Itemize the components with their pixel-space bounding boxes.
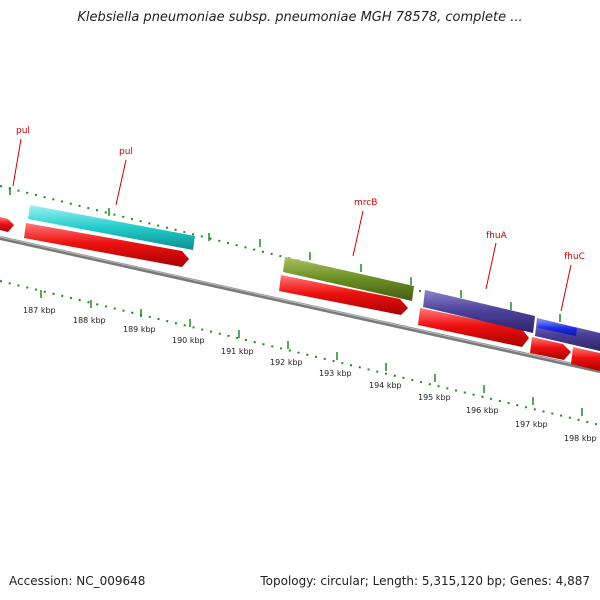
svg-text:fhuA: fhuA	[486, 231, 508, 241]
map-title: Klebsiella pneumoniae subsp. pneumoniae …	[77, 10, 523, 25]
gene-feature-red-4[interactable]	[418, 308, 529, 347]
gene-feature-cyan[interactable]	[28, 205, 195, 250]
backbone-highlight	[0, 236, 600, 371]
gene-label-pul-2[interactable]: pul	[115, 147, 133, 206]
genome-summary-text: Topology: circular; Length: 5,315,120 bp…	[260, 574, 590, 588]
svg-text:mrcB: mrcB	[354, 198, 377, 208]
axis-label-190: 190 kbp	[172, 336, 205, 345]
axis-label-189: 189 kbp	[123, 325, 156, 334]
axis-labels: 187 kbp 188 kbp 189 kbp 190 kbp 191 kbp …	[23, 306, 597, 443]
svg-text:pul: pul	[119, 147, 133, 157]
svg-text:fhuC: fhuC	[564, 252, 585, 262]
upper-major-ticks	[9, 187, 561, 322]
genome-backbone	[0, 236, 600, 373]
axis-label-195: 195 kbp	[418, 393, 451, 402]
axis-label-194: 194 kbp	[369, 381, 402, 390]
gene-label-mrcB[interactable]: mrcB	[352, 198, 377, 257]
gene-label-fhuC[interactable]: fhuC	[560, 252, 585, 312]
axis-label-193: 193 kbp	[319, 369, 352, 378]
accession-text: Accession: NC_009648	[9, 574, 146, 588]
gene-label-fhuA[interactable]: fhuA	[485, 231, 508, 290]
axis-label-188: 188 kbp	[73, 316, 106, 325]
gene-label-pul-1[interactable]: pul	[12, 126, 30, 187]
axis-label-197: 197 kbp	[515, 420, 548, 429]
gene-feature-red-3[interactable]	[279, 275, 408, 315]
svg-text:pul: pul	[16, 126, 30, 136]
axis-label-198: 198 kbp	[564, 434, 597, 443]
axis-label-196: 196 kbp	[466, 406, 499, 415]
gene-feature-olive[interactable]	[283, 257, 414, 301]
gene-feature-red-2[interactable]	[24, 223, 189, 267]
gene-feature-red-1[interactable]	[0, 217, 14, 232]
gene-feature-red-6[interactable]	[571, 347, 600, 371]
axis-label-192: 192 kbp	[270, 358, 303, 367]
lower-tick-track	[0, 280, 600, 426]
lower-major-ticks	[40, 290, 583, 416]
axis-label-187: 187 kbp	[23, 306, 56, 315]
gene-feature-slate-1[interactable]	[423, 290, 535, 333]
gene-feature-blue[interactable]	[538, 320, 577, 336]
axis-label-191: 191 kbp	[221, 347, 254, 356]
gene-feature-red-5[interactable]	[530, 337, 571, 360]
